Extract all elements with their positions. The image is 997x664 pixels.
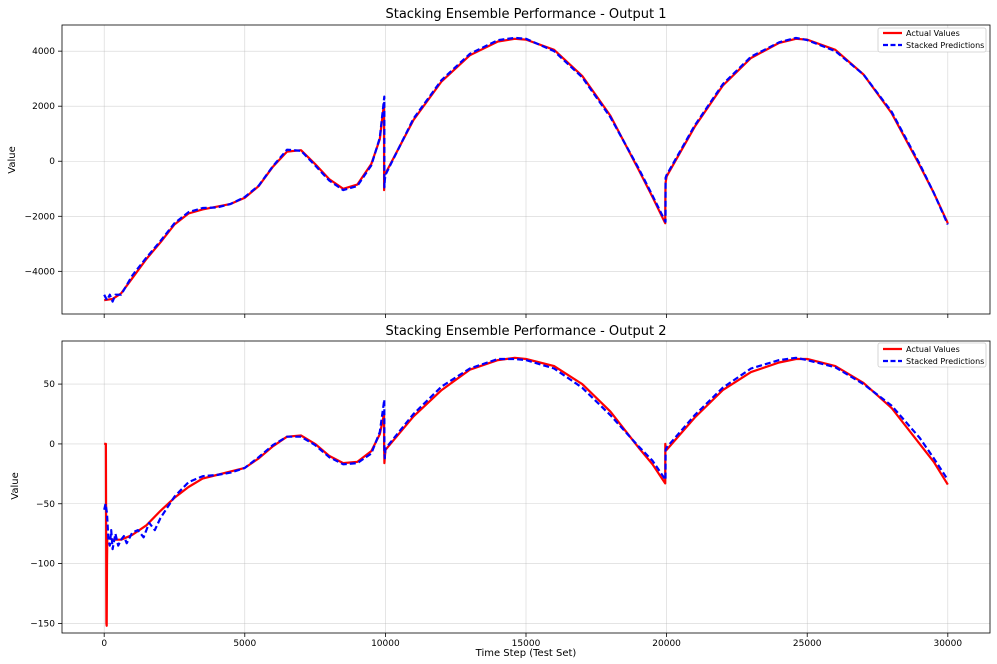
legend-label-stacked: Stacked Predictions: [906, 357, 984, 366]
y-tick-label: 50: [44, 380, 56, 390]
y-axis-label-output-2: Value: [10, 472, 21, 499]
y-tick-label: 2000: [32, 102, 55, 112]
grid-output-2: [62, 341, 990, 633]
y-tick-label: −100: [30, 560, 55, 570]
chart-title-output-2: Stacking Ensemble Performance - Output 2: [385, 324, 666, 339]
series-line-stacked-predictions: [103, 36, 949, 303]
y-tick-label: −4000: [25, 267, 56, 277]
legend-label-actual: Actual Values: [906, 345, 960, 354]
legend-label-stacked: Stacked Predictions: [906, 41, 984, 50]
subplot-output-2: Stacking Ensemble Performance - Output 2…: [10, 324, 991, 659]
y-tick-label: 0: [49, 157, 55, 167]
ticks-output-1: −4000 −2000 0 2000 4000: [25, 47, 949, 318]
y-tick-label: −50: [36, 500, 55, 510]
grid-output-1: [62, 25, 990, 314]
legend-label-actual: Actual Values: [906, 29, 960, 38]
y-tick-label: 4000: [32, 47, 55, 57]
y-tick-label: −2000: [25, 212, 56, 222]
legend-output-2: Actual Values Stacked Predictions: [877, 342, 987, 368]
subplot-output-1: Stacking Ensemble Performance - Output 1…: [7, 7, 991, 318]
chart-title-output-1: Stacking Ensemble Performance - Output 1: [385, 7, 666, 22]
x-tick-label: 30000: [933, 639, 962, 649]
legend-output-1: Actual Values Stacked Predictions: [877, 27, 987, 53]
series-layer-output-2: [103, 356, 949, 627]
series-line-stacked-predictions: [103, 356, 949, 551]
x-tick-label: 15000: [512, 639, 541, 649]
series-layer-output-1: [103, 36, 949, 303]
y-tick-label: −150: [30, 619, 55, 629]
x-tick-label: 25000: [793, 639, 822, 649]
y-tick-label: 0: [49, 440, 55, 450]
ticks-output-2: 0 5000 10000 15000 20000 25000 30000 −150 −100 −5…: [30, 380, 962, 649]
x-tick-label: 5000: [233, 639, 256, 649]
x-tick-label: 20000: [652, 639, 681, 649]
y-axis-label-output-1: Value: [7, 146, 18, 173]
x-tick-label: 10000: [371, 639, 400, 649]
x-tick-label: 0: [101, 639, 107, 649]
x-axis-label: Time Step (Test Set): [475, 648, 577, 659]
